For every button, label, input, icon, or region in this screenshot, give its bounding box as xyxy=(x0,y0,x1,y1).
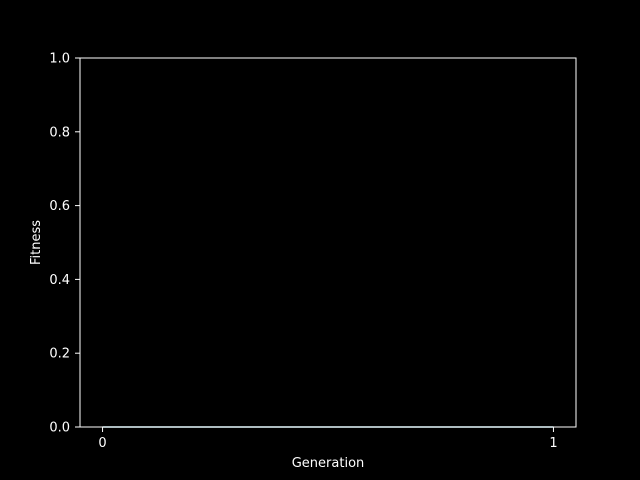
y-tick-label: 0.0 xyxy=(49,421,70,436)
x-tick-label: 1 xyxy=(549,436,557,451)
y-axis-label: Fitness xyxy=(29,220,44,265)
plot-frame xyxy=(79,57,577,428)
y-tick-label: 0.4 xyxy=(49,273,70,288)
y-tick-label: 0.8 xyxy=(49,125,70,140)
x-tick-label: 0 xyxy=(98,436,106,451)
y-tick-label: 1.0 xyxy=(49,52,70,67)
y-axis-ticks: 0.0 0.2 0.4 0.6 0.8 1.0 xyxy=(49,52,80,436)
y-tick-label: 0.6 xyxy=(49,199,70,214)
x-axis-label: Generation xyxy=(292,456,365,471)
y-tick-label: 0.2 xyxy=(49,347,70,362)
